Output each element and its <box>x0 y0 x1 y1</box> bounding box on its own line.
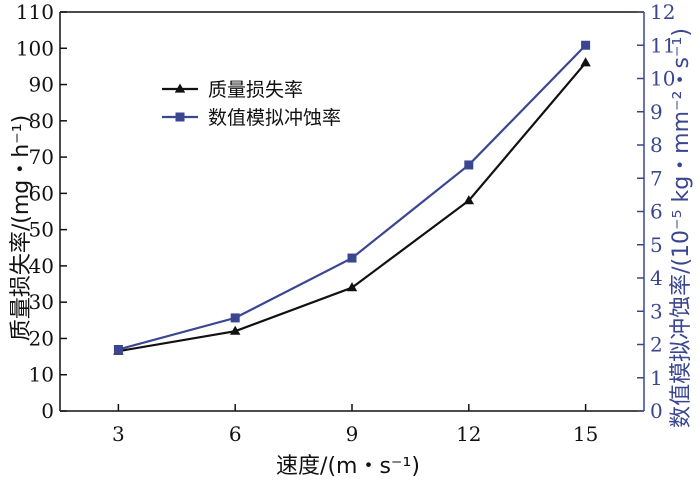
series-layer <box>113 40 591 355</box>
left-y-tick-label: 100 <box>16 36 54 60</box>
right-y-tick-label: 6 <box>650 200 663 224</box>
x-tick-label: 12 <box>456 422 481 446</box>
x-tick-label: 15 <box>573 422 598 446</box>
legend-mass-loss-marker <box>174 83 186 93</box>
right-y-tick-label: 11 <box>650 33 675 57</box>
series-mass-loss-point <box>346 282 358 292</box>
series-erosion-rate-point <box>347 253 357 263</box>
series-mass-loss-point <box>580 57 591 67</box>
left-y-tick-label: 70 <box>29 145 54 169</box>
series-erosion-rate-point <box>230 313 240 323</box>
left-y-tick-label: 20 <box>29 326 54 350</box>
right-y-tick-label: 4 <box>650 266 663 290</box>
series-erosion-rate-point <box>113 344 123 354</box>
left-y-tick-label: 40 <box>29 254 54 278</box>
right-y-tick-label: 1 <box>650 366 663 390</box>
left-y-tick-label: 50 <box>29 218 54 242</box>
left-y-tick-label: 60 <box>29 181 54 205</box>
right-y-tick-label: 7 <box>650 166 663 190</box>
right-y-tick-label: 0 <box>650 399 663 423</box>
left-y-tick-label: 90 <box>29 73 54 97</box>
x-tick-label: 9 <box>346 422 359 446</box>
left-y-tick-label: 0 <box>41 399 54 423</box>
series-erosion-rate-point <box>581 40 591 50</box>
series-mass-loss-line <box>118 62 587 353</box>
series-mass-loss-point <box>229 325 241 335</box>
left-y-tick-label: 30 <box>29 290 54 314</box>
series-erosion-rate-line <box>118 44 587 351</box>
legend-erosion-rate-label: 数值模拟冲蚀率 <box>208 107 341 129</box>
right-y-tick-label: 8 <box>650 133 663 157</box>
x-axis-label: 速度/(m・s⁻¹) <box>276 454 420 479</box>
left-y-tick-label: 80 <box>29 109 54 133</box>
right-y-tick-label: 5 <box>650 233 663 257</box>
legend-erosion-rate-marker <box>175 112 185 122</box>
right-y-tick-label: 10 <box>650 67 675 91</box>
x-axis: 3 6 9 12 15 <box>112 404 598 446</box>
series-erosion-rate-point <box>464 160 474 170</box>
legend-mass-loss-label: 质量损失率 <box>208 79 303 101</box>
plot-frame <box>59 11 645 412</box>
right-y-tick-label: 9 <box>650 100 663 124</box>
right-y-tick-label: 12 <box>650 0 675 24</box>
x-tick-label: 6 <box>229 422 242 446</box>
left-y-axis-label: 质量损失率/(mg・h⁻¹) <box>9 115 34 341</box>
right-y-tick-label: 2 <box>650 333 663 357</box>
left-y-tick-label: 10 <box>29 363 54 387</box>
left-y-axis: 0 10 20 30 40 50 60 70 80 90 100 110 <box>16 0 67 423</box>
left-y-tick-label: 110 <box>16 0 54 24</box>
right-y-axis-label: 数值模拟冲蚀率/(10⁻⁵ kg・mm⁻²・s⁻¹) <box>669 28 694 428</box>
right-y-tick-label: 3 <box>650 299 663 323</box>
series-mass-loss-point <box>463 195 475 205</box>
x-tick-label: 3 <box>112 422 125 446</box>
